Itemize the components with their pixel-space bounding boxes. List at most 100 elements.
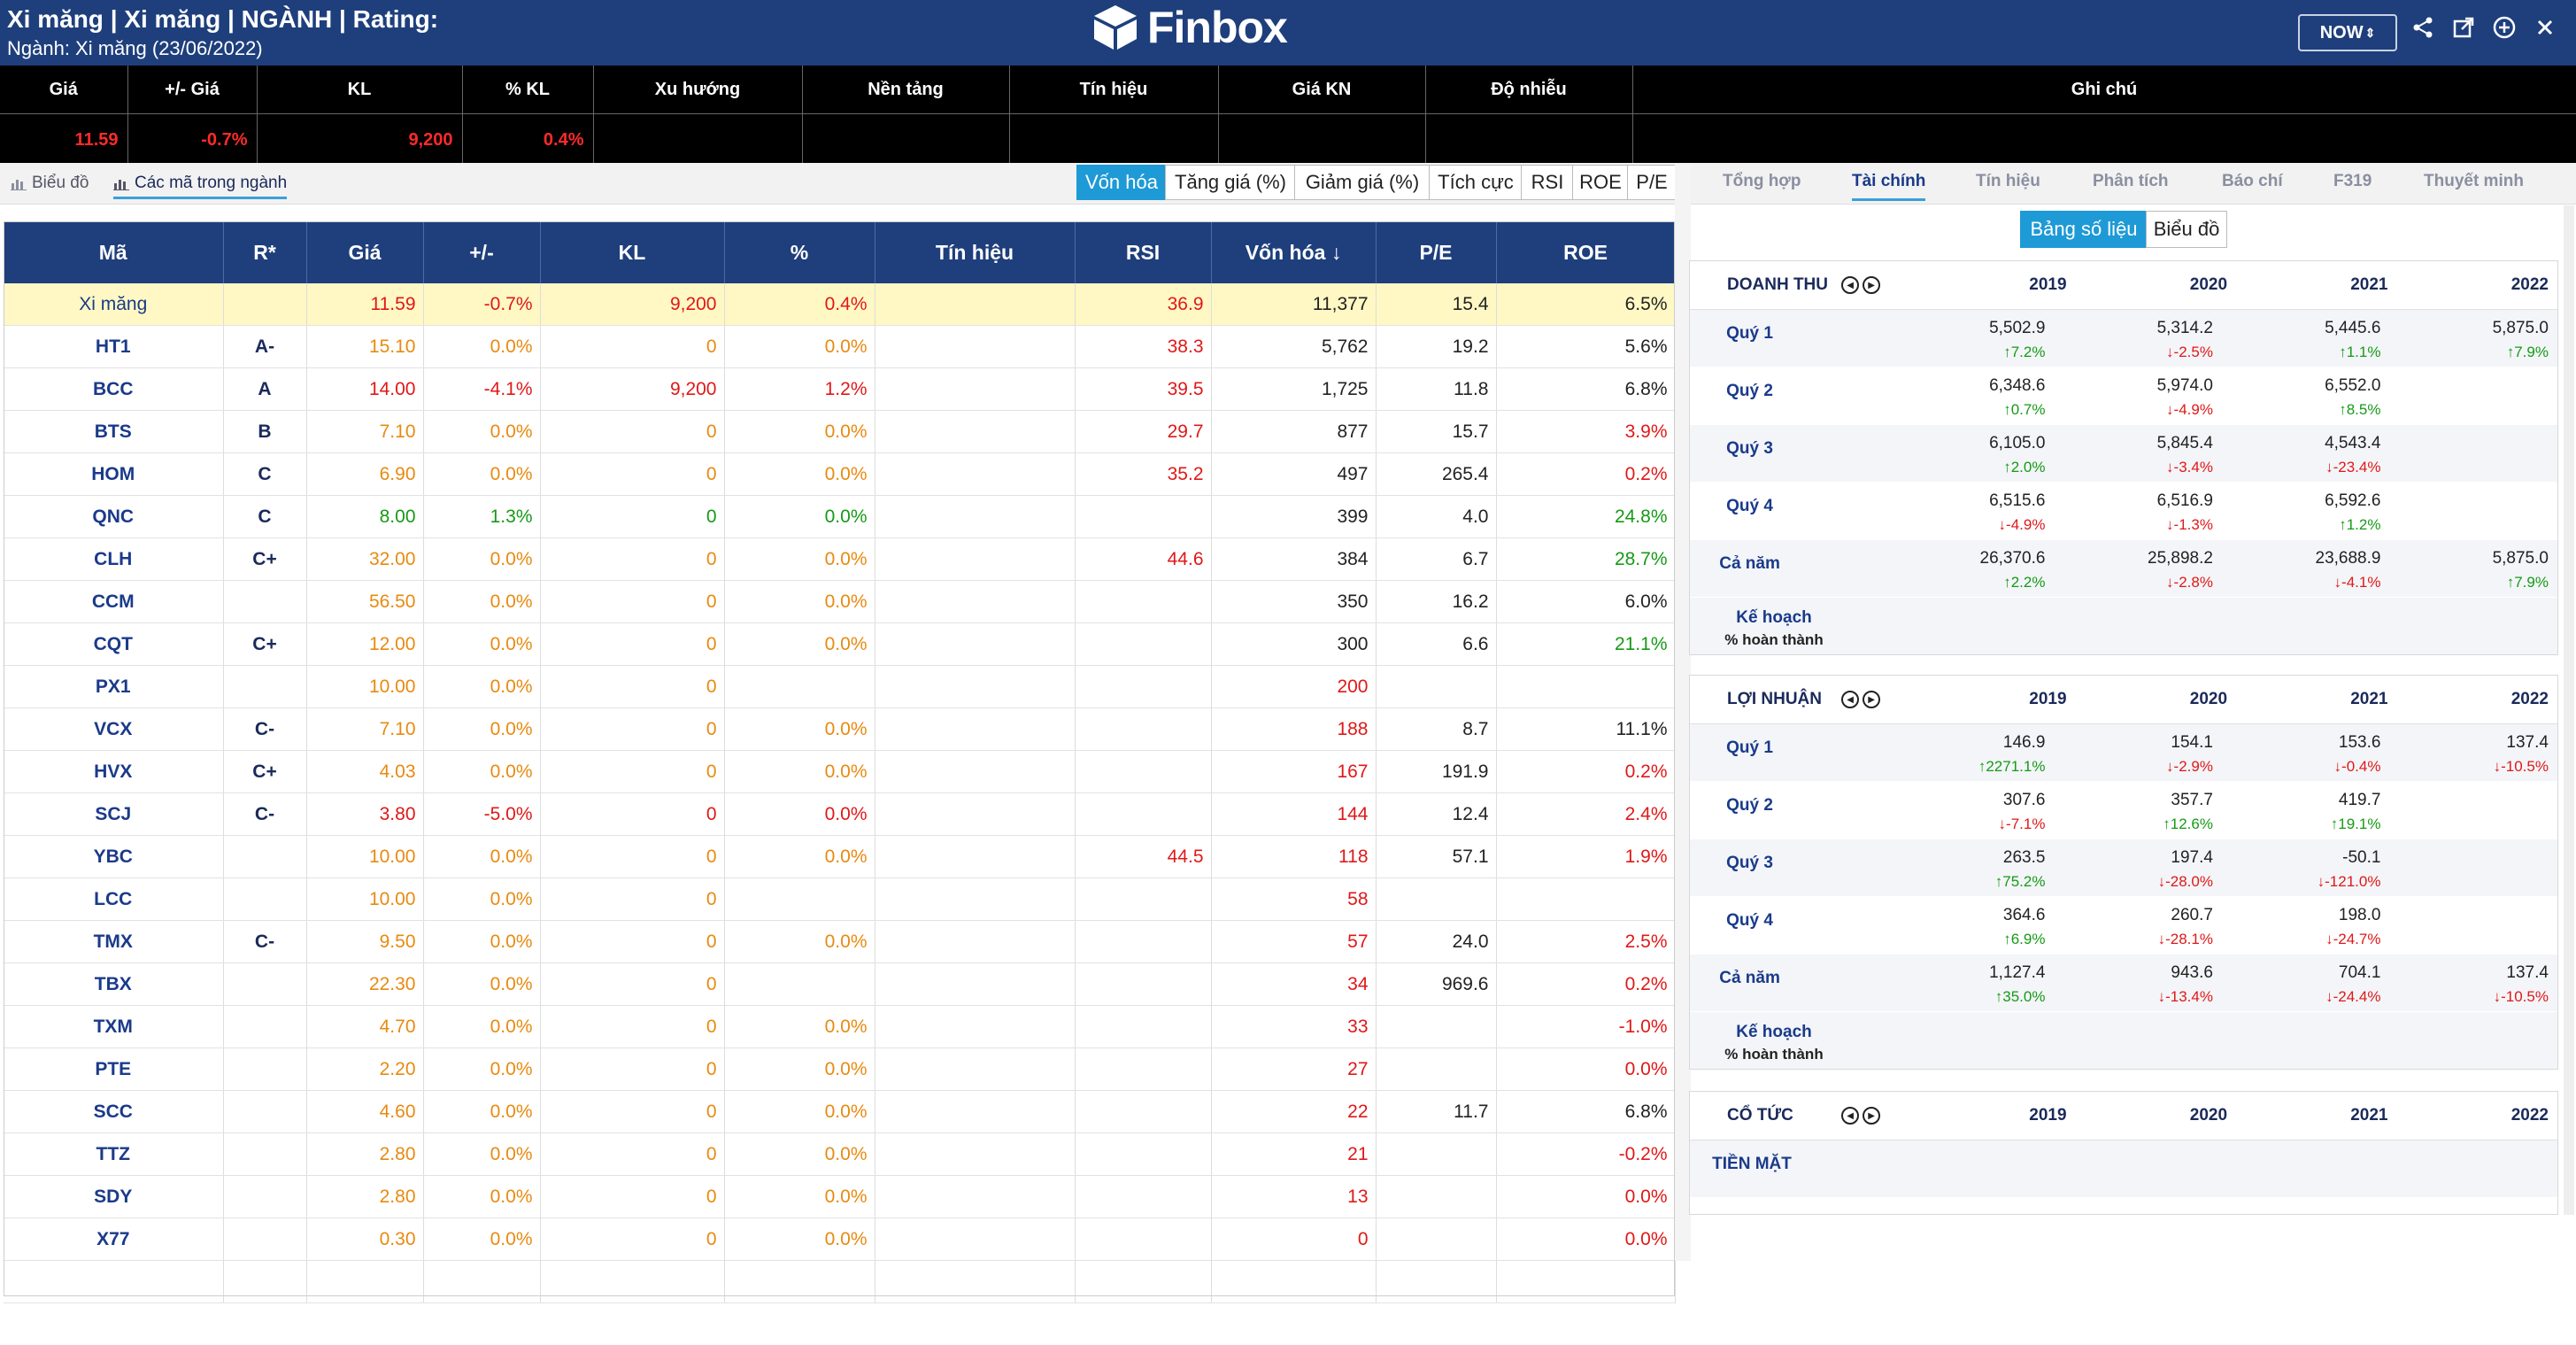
toggle-bieu-do[interactable]: Biểu đồ: [2146, 211, 2227, 248]
next-year-icon[interactable]: ▶: [1863, 691, 1881, 708]
change-text: -24.7%: [2333, 931, 2381, 947]
financial-cell: 704.1 ↓-24.4%: [2222, 955, 2390, 1011]
col-header-change[interactable]: +/-: [423, 221, 541, 283]
plan-completion-label: % hoàn thành: [1724, 1046, 1824, 1063]
arrow-up-icon: ↑: [1978, 758, 1986, 775]
col-header-rsi[interactable]: RSI: [1075, 221, 1212, 283]
financial-cell: 5,445.6 ↑1.1%: [2222, 310, 2390, 367]
cell-change: 0.0%: [423, 410, 541, 453]
year-header: 2021: [2350, 1106, 2388, 1125]
col-header-kl[interactable]: KL: [540, 221, 725, 283]
table-row[interactable]: SCC 4.60 0.0% 0 0.0% 22 11.7 6.8%: [4, 1090, 1676, 1133]
table-row-empty: [4, 1260, 1676, 1303]
table-row[interactable]: HT1 A- 15.10 0.0% 0 0.0% 38.3 5,762 19.2 5.6%: [4, 325, 1676, 368]
cell-volume: 0: [540, 452, 725, 496]
col-header-von-hoa[interactable]: Vốn hóa ↓: [1211, 221, 1377, 283]
tab-cac-ma-trong-nganh[interactable]: Các mã trong ngành: [113, 170, 288, 199]
table-row[interactable]: CLH C+ 32.00 0.0% 0 0.0% 44.6 384 6.7 28.7%: [4, 537, 1676, 581]
col-header-rating[interactable]: R*: [223, 221, 307, 283]
panel-divider[interactable]: [1675, 163, 1691, 1261]
table-row[interactable]: TXM 4.70 0.0% 0 0.0% 33 -1.0%: [4, 1005, 1676, 1048]
toggle-bang-so-lieu[interactable]: Bảng số liệu: [2020, 211, 2148, 248]
table-row[interactable]: SDY 2.80 0.0% 0 0.0% 13 0.0%: [4, 1175, 1676, 1218]
tab-phan-tich[interactable]: Phân tích: [2093, 172, 2169, 190]
table-row[interactable]: TBX 22.30 0.0% 0 34 969.6 0.2%: [4, 962, 1676, 1006]
table-row[interactable]: LCC 10.00 0.0% 0 58: [4, 877, 1676, 921]
financial-cell: 5,974.0 ↓-4.9%: [2054, 367, 2222, 424]
tab-tin-hieu[interactable]: Tín hiệu: [1976, 172, 2040, 190]
tab-thuyet-minh[interactable]: Thuyết minh: [2424, 172, 2524, 190]
external-link-icon[interactable]: [2449, 12, 2479, 43]
cell-signal: [875, 580, 1076, 623]
next-year-icon[interactable]: ▶: [1863, 1107, 1881, 1125]
table-row[interactable]: X77 0.30 0.0% 0 0.0% 0 0.0%: [4, 1217, 1676, 1261]
col-header-pe[interactable]: P/E: [1376, 221, 1497, 283]
tab-bao-chi[interactable]: Báo chí: [2222, 172, 2283, 190]
financial-row: Quý 1 146.9 ↑2271.1% 154.1 ↓-2.9% 153.6 ↓-0.4%…: [1690, 724, 2557, 782]
table-row[interactable]: HVX C+ 4.03 0.0% 0 0.0% 167 191.9 0.2%: [4, 750, 1676, 793]
sort-roe-button[interactable]: ROE: [1572, 165, 1629, 200]
cell-empty: [1211, 1260, 1377, 1303]
table-row[interactable]: YBC 10.00 0.0% 0 0.0% 44.5 118 57.1 1.9%: [4, 835, 1676, 878]
table-row[interactable]: BCC A 14.00 -4.1% 9,200 1.2% 39.5 1,725 11.8 6.8%: [4, 367, 1676, 411]
now-dropdown[interactable]: NOW ⇕: [2298, 14, 2397, 51]
sort-von-hoa-button[interactable]: Vốn hóa: [1076, 165, 1167, 200]
col-header-pct[interactable]: %: [724, 221, 875, 283]
table-row[interactable]: PX1 10.00 0.0% 0 200: [4, 665, 1676, 708]
financial-cell: 5,875.0 ↑7.9%: [2389, 540, 2557, 597]
arrow-down-icon: ↓: [2493, 988, 2502, 1005]
sort-giam-gia-button[interactable]: Giảm giá (%): [1294, 165, 1431, 200]
tab-tai-chinh[interactable]: Tài chính: [1852, 172, 1926, 201]
cell-rating: B: [223, 410, 307, 453]
cell-empty: [1376, 1260, 1497, 1303]
sort-tich-cuc-button[interactable]: Tích cực: [1429, 165, 1523, 200]
prev-year-icon[interactable]: ◀: [1841, 691, 1860, 708]
sort-rsi-button[interactable]: RSI: [1521, 165, 1574, 200]
table-row[interactable]: VCX C- 7.10 0.0% 0 0.0% 188 8.7 11.1%: [4, 707, 1676, 751]
table-row[interactable]: SCJ C- 3.80 -5.0% 0 0.0% 144 12.4 2.4%: [4, 792, 1676, 836]
sort-pe-button[interactable]: P/E: [1627, 165, 1677, 200]
summary-bar: Giá +/- Giá KL % KL Xu hướng Nền tảng Tí…: [0, 66, 2576, 166]
financial-row: Quý 1 5,502.9 ↑7.2% 5,314.2 ↓-2.5% 5,445.6 ↑1.…: [1690, 310, 2557, 367]
col-header-ma[interactable]: Mã: [4, 221, 224, 283]
financial-cell: 943.6 ↓-13.4%: [2054, 955, 2222, 1011]
sort-tang-gia-button[interactable]: Tăng giá (%): [1165, 165, 1296, 200]
cell-signal: [875, 283, 1076, 326]
right-scrollbar[interactable]: [2564, 205, 2574, 1215]
financial-change: ↓-4.9%: [2054, 401, 2213, 419]
cell-roe: 6.8%: [1496, 1090, 1676, 1133]
table-row[interactable]: TMX C- 9.50 0.0% 0 0.0% 57 24.0 2.5%: [4, 920, 1676, 963]
tab-bieu-do[interactable]: Biểu đồ: [11, 170, 89, 197]
financial-change: ↑35.0%: [1886, 988, 2046, 1006]
tab-tong-hop[interactable]: Tổng hợp: [1723, 172, 1801, 190]
cell-volume: 0: [540, 410, 725, 453]
year-header: 2022: [2510, 1106, 2549, 1125]
cell-price: 8.00: [306, 495, 424, 538]
col-header-roe[interactable]: ROE: [1496, 221, 1676, 283]
cell-pe: 8.7: [1376, 707, 1497, 751]
table-row[interactable]: BTS B 7.10 0.0% 0 0.0% 29.7 877 15.7 3.9%: [4, 410, 1676, 453]
change-text: 8.5%: [2346, 401, 2381, 418]
prev-year-icon[interactable]: ◀: [1841, 276, 1860, 294]
cell-empty: [1075, 1260, 1212, 1303]
tab-f319[interactable]: F319: [2333, 172, 2372, 190]
financial-row-label: Quý 2: [1726, 796, 1773, 815]
table-row[interactable]: HOM C 6.90 0.0% 0 0.0% 35.2 497 265.4 0.2%: [4, 452, 1676, 496]
add-circle-icon[interactable]: [2489, 12, 2519, 43]
table-row[interactable]: TTZ 2.80 0.0% 0 0.0% 21 -0.2%: [4, 1132, 1676, 1176]
table-row[interactable]: PTE 2.20 0.0% 0 0.0% 27 0.0%: [4, 1047, 1676, 1091]
share-icon[interactable]: [2408, 12, 2438, 43]
table-row[interactable]: CCM 56.50 0.0% 0 0.0% 350 16.2 6.0%: [4, 580, 1676, 623]
next-year-icon[interactable]: ▶: [1863, 276, 1881, 294]
change-text: -3.4%: [2173, 459, 2213, 475]
cell-cap: 27: [1211, 1047, 1377, 1091]
close-icon[interactable]: [2530, 12, 2560, 43]
cell-pe: [1376, 1047, 1497, 1091]
table-row[interactable]: QNC C 8.00 1.3% 0 0.0% 399 4.0 24.8%: [4, 495, 1676, 538]
now-label: NOW: [2319, 22, 2364, 43]
col-header-gia[interactable]: Giá: [306, 221, 424, 283]
prev-year-icon[interactable]: ◀: [1841, 1107, 1860, 1125]
sector-summary-row[interactable]: Xi măng 11.59 -0.7% 9,200 0.4% 36.9 11,377 15.4…: [4, 283, 1676, 326]
table-row[interactable]: CQT C+ 12.00 0.0% 0 0.0% 300 6.6 21.1%: [4, 622, 1676, 666]
col-header-tin-hieu[interactable]: Tín hiệu: [875, 221, 1076, 283]
